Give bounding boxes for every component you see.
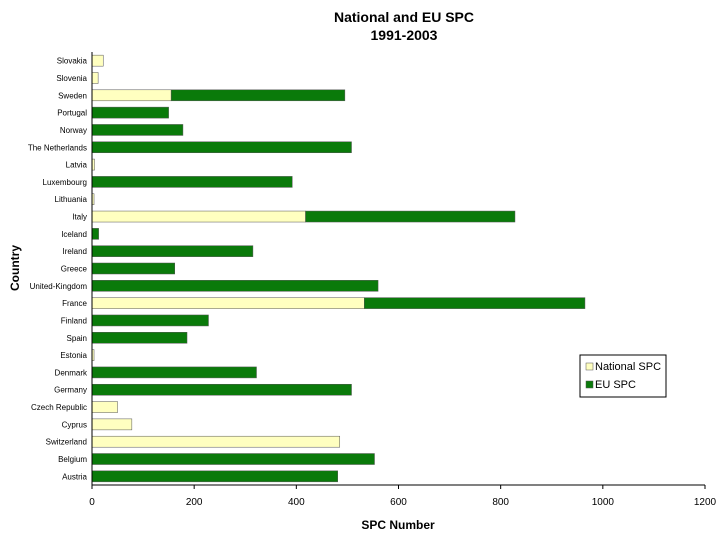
bar-eu-greece: [91, 262, 176, 275]
x-tick-label: 600: [390, 497, 407, 508]
category-label: Iceland: [61, 230, 87, 239]
category-label: Norway: [60, 126, 87, 135]
x-tick-label: 1200: [694, 497, 717, 508]
category-label: Austria: [62, 472, 87, 481]
x-tick-label: 0: [89, 497, 95, 508]
category-label: France: [62, 299, 87, 308]
bar-eu-austria: [91, 470, 338, 483]
legend-label-eu: EU SPC: [595, 379, 636, 391]
bar-eu-iceland: [91, 228, 99, 240]
x-tick-label: 800: [492, 497, 509, 508]
category-label: Greece: [61, 265, 88, 274]
category-label: Denmark: [55, 368, 88, 377]
chart-title: National and EU SPC: [334, 9, 474, 25]
category-label: Lithuania: [55, 195, 88, 204]
bar-eu-united-kingdom: [91, 280, 379, 292]
bar-national-switzerland: [91, 435, 341, 448]
legend-swatch-national: [585, 362, 594, 371]
bar-national-cyprus: [91, 418, 133, 431]
category-label: Estonia: [60, 351, 87, 360]
category-label: Luxembourg: [43, 178, 87, 187]
bar-national-slovakia: [91, 54, 104, 67]
bar-eu-portugal: [91, 106, 169, 119]
category-label: Ireland: [63, 247, 87, 256]
bar-eu-france: [364, 297, 586, 309]
category-label: Switzerland: [46, 438, 87, 447]
bar-eu-germany: [91, 383, 352, 396]
category-label: Slovenia: [56, 74, 87, 83]
bar-eu-luxembourg: [91, 176, 293, 188]
bar-national-slovenia: [91, 72, 99, 84]
category-label: Cyprus: [62, 420, 87, 429]
category-label: Slovakia: [57, 57, 88, 66]
chart-subtitle: 1991-2003: [371, 27, 438, 43]
category-label: Spain: [67, 334, 87, 343]
x-tick-label: 200: [186, 497, 203, 508]
bar-eu-the-netherlands: [91, 141, 352, 154]
bar-eu-italy: [305, 210, 516, 223]
category-label: Sweden: [58, 91, 87, 100]
bar-national-italy: [91, 210, 306, 223]
bar-group: [91, 54, 586, 483]
category-label: Germany: [54, 386, 87, 395]
category-label: Italy: [72, 213, 87, 222]
category-label: Portugal: [57, 109, 87, 118]
category-label: Latvia: [66, 161, 88, 170]
x-tick-label: 400: [288, 497, 305, 508]
bar-national-sweden: [91, 89, 172, 102]
x-axis-title: SPC Number: [361, 518, 435, 532]
category-label: Belgium: [58, 455, 87, 464]
category-label: United-Kingdom: [30, 282, 88, 291]
bar-eu-norway: [91, 124, 184, 136]
category-label: The Netherlands: [28, 143, 87, 152]
bar-eu-denmark: [91, 366, 257, 379]
legend-label-national: National SPC: [595, 361, 661, 373]
bar-eu-sweden: [170, 89, 346, 102]
bar-eu-ireland: [91, 245, 254, 257]
bar-national-france: [91, 297, 365, 309]
legend-box: [579, 354, 667, 398]
bar-eu-finland: [91, 314, 209, 327]
y-axis-title: Country: [8, 245, 22, 291]
bar-eu-spain: [91, 332, 188, 344]
x-axis: 0 200 400 600 800 1000 1200: [89, 484, 717, 508]
x-tick-label: 1000: [592, 497, 615, 508]
legend-swatch-eu: [585, 380, 594, 389]
category-label: Czech Republic: [31, 403, 87, 412]
category-labels: Slovakia Slovenia Sweden Portugal Norway The …: [28, 57, 88, 482]
category-label: Finland: [61, 316, 87, 325]
bar-national-czech-republic: [91, 401, 118, 413]
bar-eu-belgium: [91, 453, 375, 465]
legend: National SPC EU SPC: [579, 354, 667, 398]
